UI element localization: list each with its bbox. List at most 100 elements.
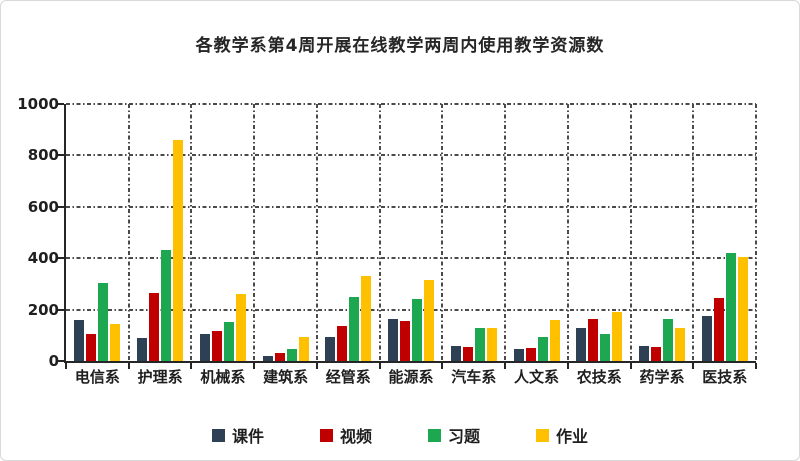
bar-视频-医技系 <box>713 298 724 361</box>
gridline-v-7 <box>504 104 507 361</box>
x-tick-3 <box>253 363 256 369</box>
bar-习题-护理系 <box>161 250 172 361</box>
x-tick-6 <box>441 363 444 369</box>
gridline-h-800 <box>66 154 756 157</box>
bar-group-经管系 <box>317 104 380 361</box>
legend-item-习题: 习题 <box>428 423 480 447</box>
y-axis-label-0: 0 <box>48 352 59 370</box>
x-axis-label-电信系: 电信系 <box>74 368 120 386</box>
bar-groups <box>66 104 756 361</box>
gridline-v-4 <box>315 104 318 361</box>
gridline-v-11 <box>755 104 757 361</box>
y-tick-800 <box>58 154 64 157</box>
x-axis-label-药学系: 药学系 <box>639 368 685 386</box>
legend-item-作业: 作业 <box>536 423 588 447</box>
legend-label-习题: 习题 <box>448 427 481 446</box>
bar-group-人文系 <box>505 104 568 361</box>
bar-作业-医技系 <box>737 257 748 361</box>
x-tick-0 <box>65 363 67 369</box>
x-tick-10 <box>692 363 695 369</box>
bar-作业-电信系 <box>110 324 121 361</box>
bar-group-护理系 <box>129 104 192 361</box>
bar-作业-人文系 <box>549 320 560 361</box>
bar-习题-药学系 <box>662 319 673 361</box>
bar-作业-药学系 <box>674 328 685 361</box>
bar-课件-汽车系 <box>450 346 461 361</box>
y-axis-label-1000: 1000 <box>17 95 59 113</box>
bar-group-农技系 <box>568 104 631 361</box>
y-tick-0 <box>58 360 64 362</box>
legend: 课件 视频 习题 作业 <box>1 423 799 447</box>
x-axis-label-护理系: 护理系 <box>137 368 183 386</box>
x-axis-line <box>64 361 756 363</box>
bar-课件-医技系 <box>701 316 712 361</box>
bar-group-机械系 <box>191 104 254 361</box>
bar-习题-农技系 <box>600 334 611 361</box>
bar-习题-经管系 <box>349 297 360 361</box>
y-tick-600 <box>58 205 64 208</box>
bar-group-汽车系 <box>442 104 505 361</box>
gridline-v-6 <box>441 104 444 361</box>
bar-课件-建筑系 <box>262 356 273 361</box>
gridline-v-9 <box>629 104 632 361</box>
x-axis-labels: 电信系 护理系 机械系 建筑系 经管系 能源系 汽车系 人文系 农技系 药学系 医技系 <box>66 366 756 387</box>
bar-作业-农技系 <box>612 312 623 361</box>
bar-习题-医技系 <box>725 253 736 361</box>
bar-习题-建筑系 <box>286 349 297 361</box>
legend-item-视频: 视频 <box>319 423 372 447</box>
bar-视频-人文系 <box>525 348 536 361</box>
bar-课件-农技系 <box>576 328 587 361</box>
x-tick-4 <box>315 363 318 369</box>
bar-group-电信系 <box>66 104 129 361</box>
bar-课件-护理系 <box>137 338 148 361</box>
bar-作业-能源系 <box>424 280 435 361</box>
gridline-v-5 <box>378 104 381 361</box>
bar-视频-药学系 <box>650 347 661 361</box>
bar-视频-能源系 <box>400 321 411 361</box>
x-tick-2 <box>190 363 193 369</box>
bar-视频-农技系 <box>588 319 599 361</box>
x-axis-label-人文系: 人文系 <box>514 368 560 386</box>
x-axis-label-农技系: 农技系 <box>576 368 622 386</box>
bar-课件-电信系 <box>74 320 85 361</box>
bar-习题-机械系 <box>223 322 234 361</box>
x-tick-8 <box>566 363 569 369</box>
x-tick-7 <box>504 363 507 369</box>
legend-swatch-习题 <box>428 428 441 442</box>
legend-label-作业: 作业 <box>556 427 589 446</box>
bar-习题-电信系 <box>98 283 109 361</box>
y-axis-line <box>64 104 66 363</box>
y-tick-400 <box>58 257 64 260</box>
gridline-v-10 <box>692 104 695 361</box>
bar-group-医技系 <box>693 104 756 361</box>
x-axis-label-建筑系: 建筑系 <box>263 368 309 386</box>
legend-item-课件: 课件 <box>211 423 264 447</box>
y-tick-1000 <box>58 103 64 105</box>
legend-swatch-作业 <box>536 428 550 442</box>
gridline-h-1000 <box>66 103 756 105</box>
x-tick-11 <box>755 363 757 369</box>
y-axis-label-800: 800 <box>27 146 59 165</box>
bar-视频-经管系 <box>337 326 348 361</box>
bar-课件-药学系 <box>638 346 649 361</box>
y-axis-label-400: 400 <box>27 249 59 268</box>
gridline-h-200 <box>66 308 756 311</box>
legend-label-视频: 视频 <box>339 427 372 446</box>
bar-课件-经管系 <box>325 337 336 361</box>
legend-swatch-课件 <box>211 428 225 442</box>
bar-作业-建筑系 <box>298 337 309 361</box>
bar-习题-能源系 <box>412 299 423 361</box>
gridline-h-400 <box>66 257 756 260</box>
x-axis-label-汽车系: 汽车系 <box>451 368 497 386</box>
bar-作业-经管系 <box>361 276 372 361</box>
legend-swatch-视频 <box>319 428 333 442</box>
bar-视频-建筑系 <box>274 353 285 361</box>
bar-作业-机械系 <box>235 294 246 361</box>
y-axis-label-200: 200 <box>27 300 59 319</box>
bar-group-药学系 <box>631 104 694 361</box>
gridline-h-600 <box>66 205 756 208</box>
bar-视频-电信系 <box>86 334 97 361</box>
bar-作业-汽车系 <box>486 328 497 361</box>
x-tick-1 <box>127 363 130 369</box>
bar-group-建筑系 <box>254 104 317 361</box>
